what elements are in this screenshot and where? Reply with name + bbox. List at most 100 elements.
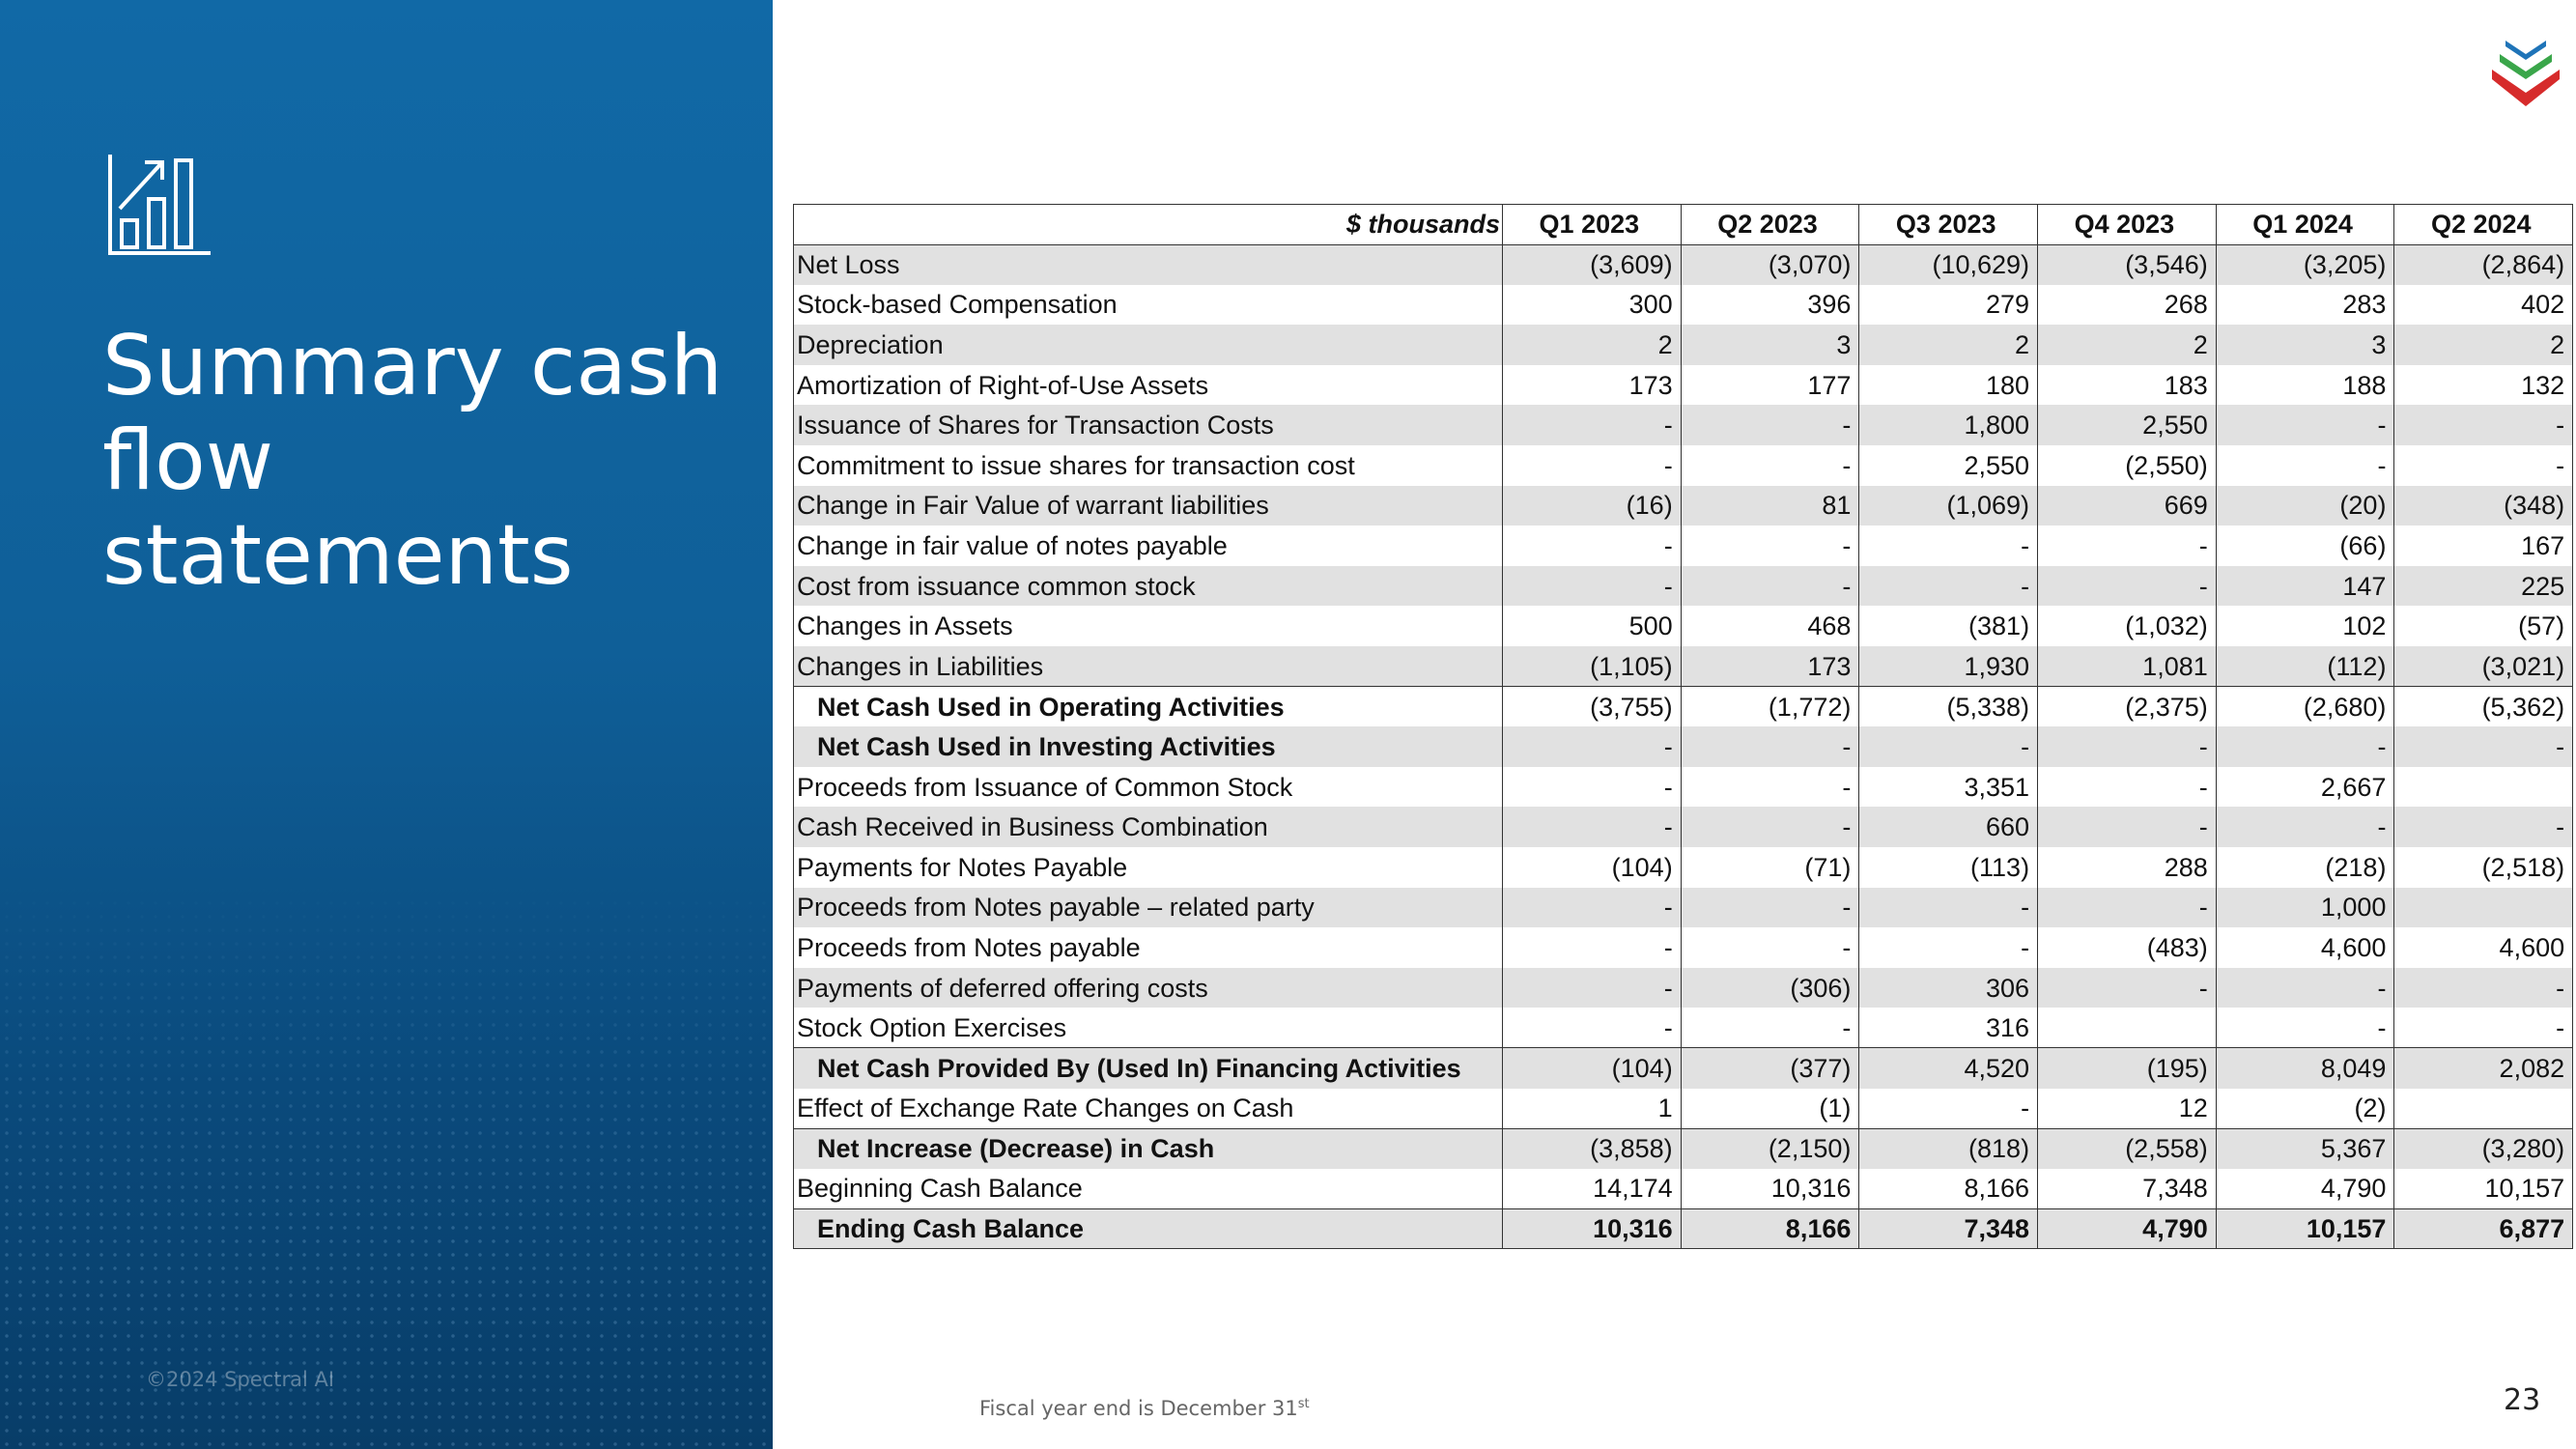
table-row: Depreciation 2 3 2 2 3 2 xyxy=(793,325,2574,365)
value-cell: 2 xyxy=(1858,325,2039,365)
value-cell: 102 xyxy=(2215,606,2395,647)
value-cell: (113) xyxy=(1858,847,2039,888)
value-cell: 279 xyxy=(1858,284,2039,326)
value-cell: 500 xyxy=(1502,606,1682,647)
value-cell: - xyxy=(1502,807,1682,847)
value-cell: 4,600 xyxy=(2393,927,2574,968)
table-row: Commitment to issue shares for transacti… xyxy=(793,445,2574,486)
value-cell: (104) xyxy=(1502,847,1682,888)
value-cell: 402 xyxy=(2393,284,2574,326)
value-cell: 183 xyxy=(2037,364,2217,406)
value-cell: 468 xyxy=(1680,606,1860,647)
table-row: Change in Fair Value of warrant liabilit… xyxy=(793,485,2574,526)
row-label: Net Cash Used in Investing Activities xyxy=(793,726,1503,767)
row-label: Effect of Exchange Rate Changes on Cash xyxy=(793,1088,1503,1129)
value-cell: (3,858) xyxy=(1502,1127,1682,1169)
row-label: Stock Option Exercises xyxy=(793,1008,1503,1048)
value-cell: 7,348 xyxy=(1858,1208,2039,1250)
value-cell: - xyxy=(2393,726,2574,767)
value-cell: (1) xyxy=(1680,1088,1860,1129)
value-cell: (2,864) xyxy=(2393,244,2574,285)
row-label: Change in Fair Value of warrant liabilit… xyxy=(793,485,1503,526)
value-cell: 2,550 xyxy=(1858,445,2039,486)
side-panel: Summary cash flow statements ©2024 Spect… xyxy=(0,0,773,1449)
table-row: Ending Cash Balance 10,316 8,166 7,348 4,790… xyxy=(793,1208,2574,1250)
value-cell: - xyxy=(1502,565,1682,607)
table-row: Net Cash Used in Operating Activities (3,… xyxy=(793,686,2574,727)
logo xyxy=(2492,41,2560,106)
row-label: Payments of deferred offering costs xyxy=(793,967,1503,1009)
value-cell: 12 xyxy=(2037,1088,2217,1129)
value-cell: 1,000 xyxy=(2215,887,2395,928)
value-cell: - xyxy=(2215,807,2395,847)
value-cell: 180 xyxy=(1858,364,2039,406)
value-cell: (3,070) xyxy=(1680,244,1860,285)
footnote: Fiscal year end is December 31st xyxy=(979,1397,1310,1420)
value-cell: - xyxy=(1858,726,2039,767)
value-cell: (5,362) xyxy=(2393,686,2574,727)
value-cell: - xyxy=(1502,887,1682,928)
value-cell: 396 xyxy=(1680,284,1860,326)
value-cell: 10,316 xyxy=(1502,1208,1682,1250)
value-cell: (2,550) xyxy=(2037,445,2217,486)
value-cell: - xyxy=(2037,967,2217,1009)
value-cell: 660 xyxy=(1858,807,2039,847)
value-cell: 4,600 xyxy=(2215,927,2395,968)
value-cell: - xyxy=(1680,766,1860,808)
table-row: Proceeds from Notes payable – related pa… xyxy=(793,887,2574,928)
value-cell: (1,772) xyxy=(1680,686,1860,727)
empty-cell xyxy=(2393,766,2574,808)
table-row: Issuance of Shares for Transaction Costs… xyxy=(793,405,2574,446)
value-cell: 283 xyxy=(2215,284,2395,326)
value-cell: 10,316 xyxy=(1680,1168,1860,1209)
table-row: Change in fair value of notes payable - - -… xyxy=(793,526,2574,566)
value-cell: 177 xyxy=(1680,364,1860,406)
value-cell: (10,629) xyxy=(1858,244,2039,285)
value-cell: 2 xyxy=(1502,325,1682,365)
table-row: Amortization of Right-of-Use Assets 173 17… xyxy=(793,364,2574,406)
value-cell: - xyxy=(1680,565,1860,607)
value-cell: (3,021) xyxy=(2393,646,2574,687)
value-cell: 4,790 xyxy=(2037,1208,2217,1250)
value-cell: - xyxy=(1680,526,1860,566)
dot-pattern xyxy=(0,869,773,1449)
value-cell: (377) xyxy=(1680,1047,1860,1089)
value-cell: (483) xyxy=(2037,927,2217,968)
value-cell: 6,877 xyxy=(2393,1208,2574,1250)
row-label: Changes in Assets xyxy=(793,606,1503,647)
value-cell: - xyxy=(2215,405,2395,446)
value-cell: - xyxy=(2393,967,2574,1009)
value-cell: (57) xyxy=(2393,606,2574,647)
value-cell: (20) xyxy=(2215,485,2395,526)
row-label: Depreciation xyxy=(793,325,1503,365)
row-label: Commitment to issue shares for transacti… xyxy=(793,445,1503,486)
value-cell: 1,081 xyxy=(2037,646,2217,687)
value-cell: - xyxy=(1680,807,1860,847)
value-cell: - xyxy=(2037,726,2217,767)
value-cell: - xyxy=(2037,887,2217,928)
value-cell: 225 xyxy=(2393,565,2574,607)
column-header: Q1 2024 xyxy=(2215,204,2395,245)
value-cell: - xyxy=(2215,1008,2395,1048)
value-cell: (2,375) xyxy=(2037,686,2217,727)
value-cell: - xyxy=(1680,405,1860,446)
footnote-text: Fiscal year end is December 31 xyxy=(979,1397,1298,1420)
value-cell: 2,550 xyxy=(2037,405,2217,446)
value-cell: - xyxy=(1680,887,1860,928)
value-cell: - xyxy=(2037,565,2217,607)
row-label: Net Increase (Decrease) in Cash xyxy=(793,1127,1503,1169)
value-cell: 147 xyxy=(2215,565,2395,607)
table-row: Changes in Assets 500 468 (381) (1,032) 102 (5… xyxy=(793,606,2574,647)
table-row: Proceeds from Issuance of Common Stock - -… xyxy=(793,766,2574,808)
page-number: 23 xyxy=(2504,1383,2541,1417)
value-cell: 669 xyxy=(2037,485,2217,526)
value-cell: - xyxy=(1858,526,2039,566)
value-cell: 1 xyxy=(1502,1088,1682,1129)
value-cell: (3,546) xyxy=(2037,244,2217,285)
value-cell: 1,800 xyxy=(1858,405,2039,446)
empty-cell xyxy=(2037,1008,2217,1048)
value-cell: (3,280) xyxy=(2393,1127,2574,1169)
value-cell: - xyxy=(1502,967,1682,1009)
value-cell: - xyxy=(1502,445,1682,486)
value-cell: (1,105) xyxy=(1502,646,1682,687)
